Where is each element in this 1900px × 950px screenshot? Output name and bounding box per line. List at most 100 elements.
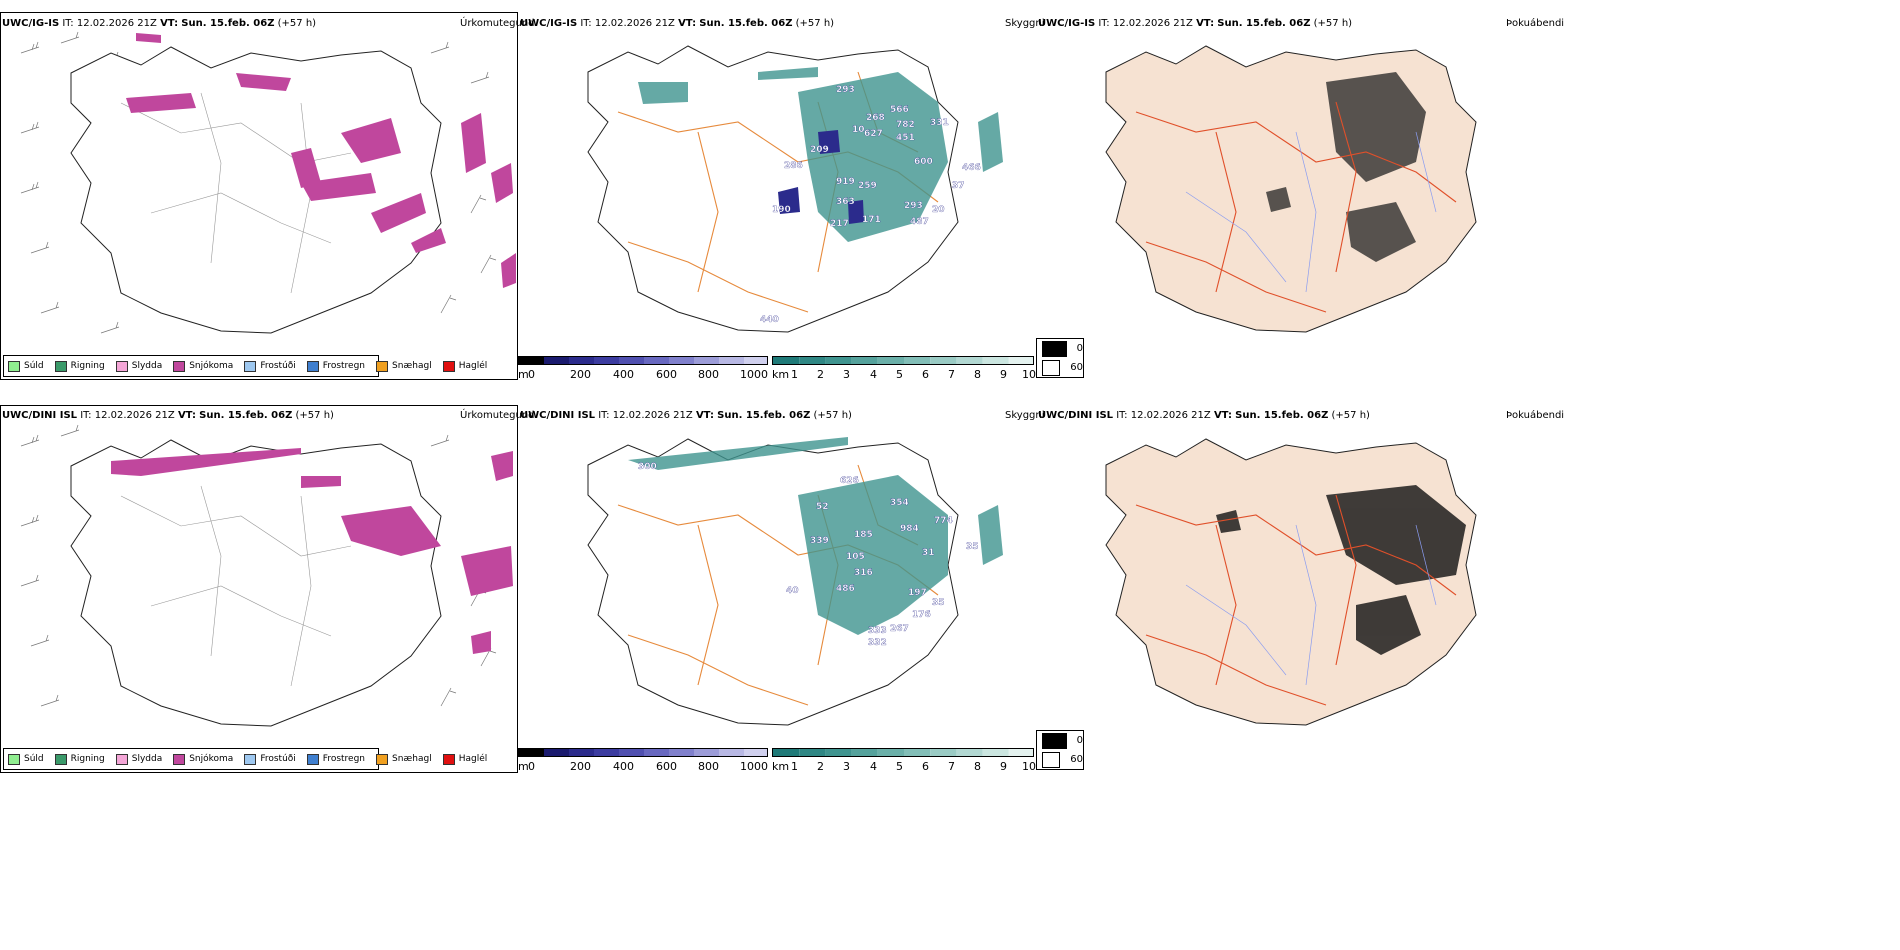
iceland-outline (70, 439, 442, 727)
colorbar-swatch (594, 749, 619, 756)
colorbar-swatch (594, 357, 619, 364)
visibility-areas (628, 437, 1003, 635)
legend-item: Frostúði (244, 753, 296, 765)
colorbar-swatch (825, 749, 852, 756)
fog-swatch (1042, 359, 1061, 376)
legend-item: Frostregn (306, 360, 365, 372)
fog-legend-row: 0 (1037, 731, 1083, 750)
colorbar-swatch (956, 357, 983, 364)
legend-item: Snæhagl (376, 753, 432, 765)
cloud-label: 919 (836, 177, 855, 187)
legend-swatch (376, 753, 389, 765)
colorbar-swatch (569, 357, 594, 364)
precip-type-legend: Súld Rigning Slydda Snjókoma Frostúði Fr… (3, 355, 487, 377)
cloud-label: 31 (922, 548, 935, 558)
colorbar-swatch (619, 357, 644, 364)
colorbar-swatches (772, 748, 1034, 757)
snow-areas (111, 448, 513, 654)
cloud-label: 626 (840, 476, 859, 486)
cloud-label: 40 (786, 586, 799, 596)
precip-type-map-panel-2: Súld Rigning Slydda Snjókoma Frostúði Fr… (0, 405, 518, 773)
legend-item: Frostúði (244, 360, 296, 372)
legend-item: Snjókoma (173, 753, 233, 765)
fog-legend-row: 60 (1037, 358, 1083, 377)
panel-header: UWC/IG-IS IT: 12.02.2026 21Z VT: Sun. 15… (520, 18, 835, 29)
colorbar-tick: 8 (974, 368, 981, 381)
legend-item: Súld (8, 753, 44, 765)
cloud-label: 197 (908, 588, 927, 598)
colorbar-swatch (956, 749, 983, 756)
colorbar-swatch (851, 357, 878, 364)
colorbar-swatch (744, 357, 767, 364)
colorbar-swatch (669, 749, 694, 756)
panel-header: UWC/DINI ISL IT: 12.02.2026 21Z VT: Sun.… (2, 410, 334, 421)
colorbar-tick: 4 (870, 368, 877, 381)
cloud-visibility-map-panel-1: 293 566 268 782 331 10 627 451 209 600 2… (518, 12, 1034, 380)
cloud-label: 209 (810, 145, 829, 155)
colorbar-swatches (518, 748, 768, 757)
cloud-label: 35 (966, 542, 979, 552)
iceland-outline (70, 46, 442, 334)
colorbar-swatch (1008, 749, 1033, 756)
cloud-label: 984 (900, 524, 919, 534)
colorbar-swatch (719, 749, 744, 756)
cloud-label: 332 (868, 638, 887, 648)
colorbar-swatch (519, 749, 544, 756)
snow-areas (126, 33, 516, 288)
colorbar-unit: m (518, 760, 529, 773)
cloud-label: 268 (866, 113, 885, 123)
fog-map-1 (1105, 45, 1477, 333)
cloud-base-colorbar-1: m 0 200 400 600 800 1000 (518, 356, 768, 382)
cloud-label: 185 (854, 530, 873, 540)
cloud-label: 316 (854, 568, 873, 578)
cloud-base-colorbar-2: m 0 200 400 600 800 1000 (518, 748, 768, 774)
cloud-label: 451 (896, 133, 915, 143)
colorbar-swatch (982, 749, 1009, 756)
legend-item: Snjókoma (173, 360, 233, 372)
cloud-label: 354 (890, 498, 909, 508)
cloud-map-2: 300 626 354 52 984 774 185 339 35 105 31… (587, 437, 1003, 726)
fog-swatch (1042, 751, 1061, 768)
panel-name-fog: Þokuábendi (1506, 410, 1565, 421)
rivers (1185, 131, 1437, 293)
colorbar-tick: 400 (613, 760, 634, 773)
iceland-outline (1105, 438, 1477, 726)
panel-name-precip: Úrkomutegund (460, 18, 535, 29)
colorbar-swatch (644, 749, 669, 756)
legend-swatch (306, 753, 319, 765)
cloud-label: 774 (934, 516, 953, 526)
colorbar-unit: m (518, 368, 529, 381)
colorbar-swatch (982, 357, 1009, 364)
cloud-base-areas (778, 130, 864, 224)
colorbar-tick: 200 (570, 760, 591, 773)
cloud-label: 300 (638, 462, 657, 472)
panel-name-cloud: Skyggni (1005, 410, 1045, 421)
cloud-height-labels: 293 566 268 782 331 10 627 451 209 600 2… (760, 85, 981, 325)
colorbar-swatch (877, 749, 904, 756)
legend-item: Slydda (115, 753, 162, 765)
legend-swatch (376, 360, 389, 372)
cloud-label: 35 (932, 598, 945, 608)
cloud-label: 105 (846, 552, 865, 562)
cloud-label: 600 (914, 157, 933, 167)
panel-name-cloud: Skyggni (1005, 18, 1045, 29)
colorbar-swatch (669, 357, 694, 364)
colorbar-tick: 800 (698, 368, 719, 381)
legend-swatch (173, 360, 186, 372)
panel-name-precip: Úrkomutegund (460, 410, 535, 421)
precip-map-1 (20, 31, 516, 334)
legend-item: Haglél (442, 360, 487, 372)
legend-item: Frostregn (306, 753, 365, 765)
visibility-colorbar-2: km 1 2 3 4 5 6 7 8 9 10 (772, 748, 1036, 774)
colorbar-tick: 600 (656, 760, 677, 773)
legend-swatch (306, 360, 319, 372)
cloud-label: 171 (862, 215, 881, 225)
colorbar-tick: 6 (922, 760, 929, 773)
cloud-label: 486 (836, 584, 855, 594)
colorbar-tick: 400 (613, 368, 634, 381)
cloud-label: 333 (868, 626, 887, 636)
colorbar-tick: 1 (791, 368, 798, 381)
cloud-label: 487 (910, 217, 929, 227)
roads (617, 71, 939, 313)
legend-swatch (442, 360, 455, 372)
